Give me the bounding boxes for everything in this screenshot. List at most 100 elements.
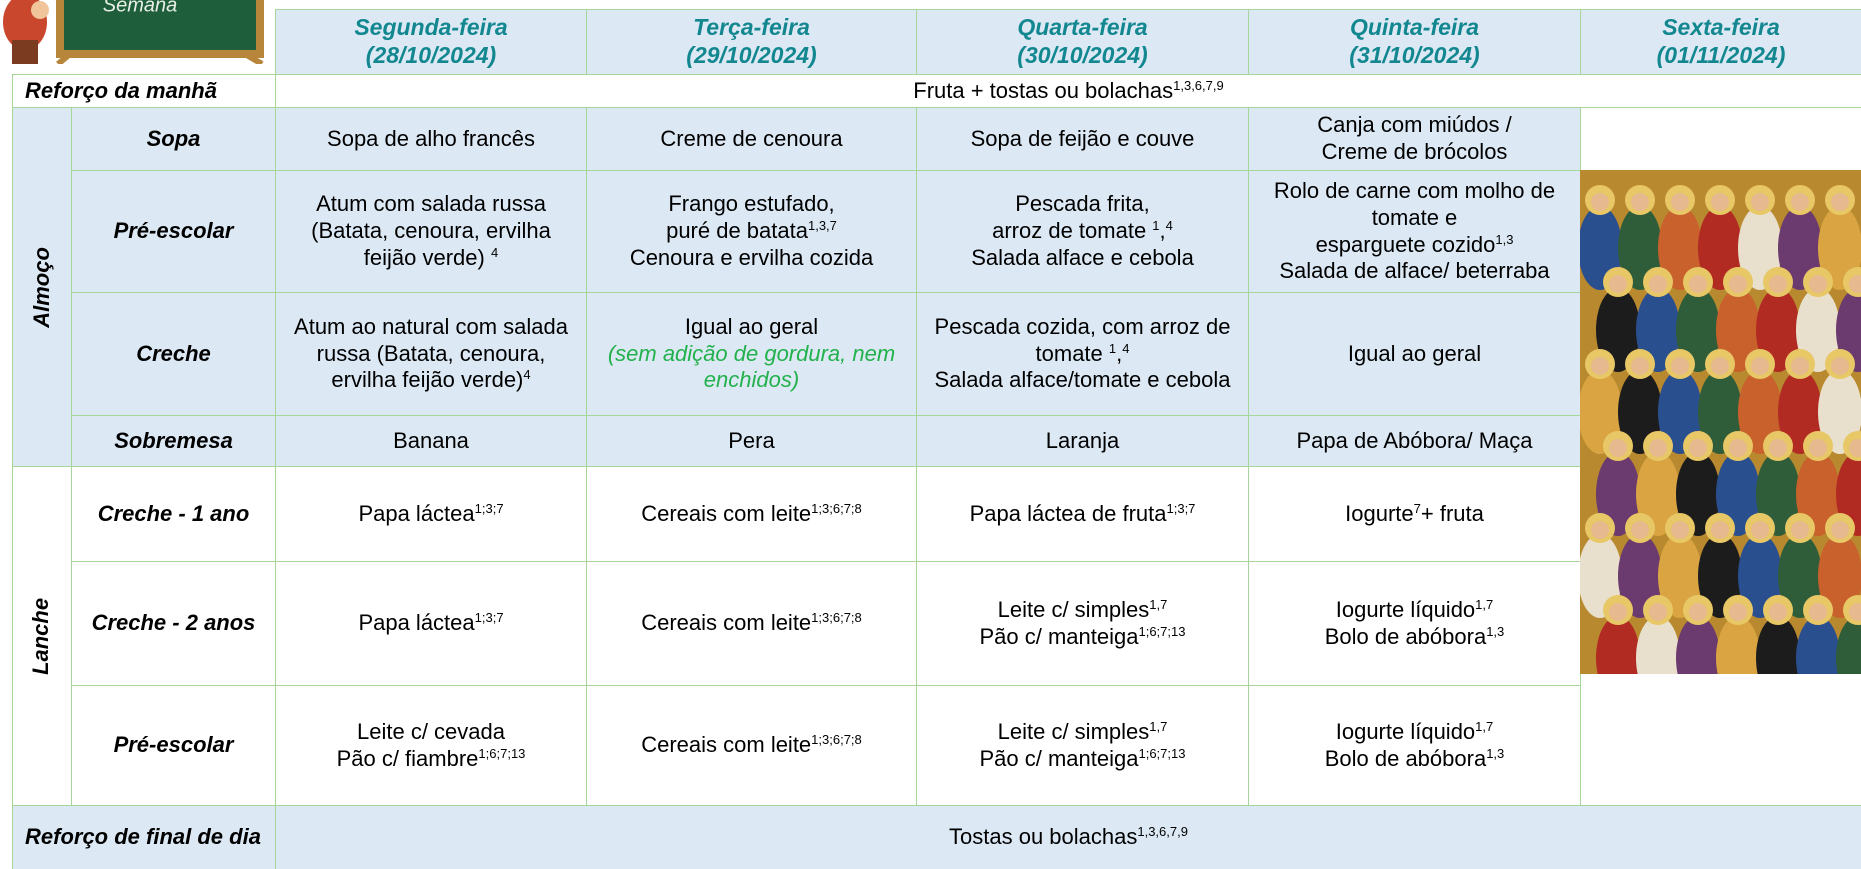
text-line: Pescada cozida, com arroz de (935, 314, 1231, 341)
text: Leite c/ cevada (357, 718, 505, 744)
text: tomate e (1371, 204, 1458, 230)
text: 4 (1165, 218, 1173, 234)
text: Salada alface e cebola (971, 244, 1194, 270)
text: Atum ao natural com salada (294, 313, 568, 339)
row-label: Pré-escolar (71, 685, 276, 806)
text: Fruta + tostas ou bolachas (913, 77, 1174, 103)
text-line: Cereais com leite1;3;6;7;8 (641, 501, 862, 528)
text-line: Pão c/ manteiga1;6;7;13 (980, 624, 1186, 651)
menu-cell: Leite c/ cevada Pão c/ fiambre1;6;7;13 (275, 685, 587, 806)
painting (1580, 170, 1861, 674)
text-line: Sopa de alho francês (327, 126, 535, 153)
text: Igual ao geral (684, 313, 819, 339)
menu-cell: Cereais com leite1;3;6;7;8 (586, 685, 917, 806)
text-line: Leite c/ simples1,7 (998, 597, 1168, 624)
text-line: Salada alface e cebola (971, 245, 1194, 272)
text-line: Salada alface/tomate e cebola (935, 367, 1231, 394)
logo: Semana (3, 0, 264, 64)
menu-cell: Iogurte7+ fruta (1248, 466, 1581, 562)
text-line: Laranja (1046, 428, 1119, 455)
text: 1,7 (1475, 596, 1494, 612)
text-line: Atum ao natural com salada (294, 314, 568, 341)
text-line: Pescada frita, (1015, 191, 1150, 218)
day-header: Quarta-feira (30/10/2024) (916, 9, 1249, 75)
menu-cell: Laranja (916, 415, 1249, 467)
menu-cell: Papa láctea1;3;7 (275, 561, 587, 686)
text: 1,7 (1149, 718, 1168, 734)
text: enchidos) (703, 367, 800, 393)
text: Igual ao geral (1347, 340, 1482, 366)
text: 1;6;7;13 (1138, 623, 1186, 639)
text: Atum com salada russa (316, 191, 546, 217)
menu-cell: Frango estufado, puré de batata1,3,7 Cenou… (586, 170, 917, 293)
text: Cereais com leite (641, 732, 812, 758)
text: (Batata, cenoura, ervilha (311, 218, 551, 244)
text: Lanche (28, 597, 54, 675)
text: Salada de alface/ beterraba (1279, 258, 1550, 284)
text: , (1116, 340, 1123, 366)
text: 7 (1413, 500, 1421, 516)
text-line: Papa láctea de fruta1;3;7 (970, 501, 1196, 528)
text-line: Iogurte líquido1,7 (1336, 597, 1494, 624)
text: Creme de cenoura (660, 125, 843, 151)
text: Pré-escolar (113, 732, 234, 758)
text-line: (Batata, cenoura, ervilha (311, 218, 551, 245)
text: Sexta-feira (1662, 14, 1780, 41)
text: 1;6;7;13 (478, 745, 526, 761)
text-line: Cenoura e ervilha cozida (630, 245, 873, 272)
text-line: Papa láctea1;3;7 (358, 501, 503, 528)
text-line: feijão verde) 4 (364, 245, 498, 272)
text: Iogurte líquido (1335, 596, 1476, 622)
text: feijão verde) (363, 244, 491, 270)
text: (sem adição de gordura, nem (607, 340, 896, 366)
text-line: Pão c/ fiambre1;6;7;13 (337, 746, 526, 773)
text: 1;3;6;7;8 (811, 500, 862, 516)
text: 1,3,6,7,9 (1173, 77, 1224, 93)
text: russa (Batata, cenoura, (316, 340, 546, 366)
row-label: Creche (71, 292, 276, 416)
text: 1 (1108, 340, 1117, 356)
text: Creche (136, 340, 211, 366)
text: Reforço da manhã (25, 77, 217, 103)
group-label: Lanche (12, 466, 72, 806)
row-label: Pré-escolar (71, 170, 276, 293)
text: Pescada cozida, com arroz de (934, 313, 1231, 339)
menu-cell: Cereais com leite1;3;6;7;8 (586, 466, 917, 562)
menu-cell: Leite c/ simples1,7 Pão c/ manteiga1;6;7;… (916, 685, 1249, 806)
menu-cell: Sopa de feijão e couve (916, 107, 1249, 171)
menu-cell: Atum ao natural com salada russa (Batata,… (275, 292, 587, 416)
text: Laranja (1045, 427, 1120, 453)
text: 1;3;6;7;8 (811, 610, 862, 626)
text-line: Cereais com leite1;3;6;7;8 (641, 732, 862, 759)
day-header: Quinta-feira (31/10/2024) (1248, 9, 1581, 75)
text: Pré-escolar (113, 218, 234, 244)
menu-cell: Creme de cenoura (586, 107, 917, 171)
menu-cell: Leite c/ simples1,7 Pão c/ manteiga1;6;7;… (916, 561, 1249, 686)
menu-cell: Atum com salada russa (Batata, cenoura, e… (275, 170, 587, 293)
text: 4 (490, 244, 499, 260)
menu-cell: Canja com miúdos / Creme de brócolos (1248, 107, 1581, 171)
text: (29/10/2024) (686, 42, 817, 68)
day-header: Segunda-feira (28/10/2024) (275, 9, 587, 75)
text: (01/11/2024) (1656, 42, 1786, 68)
text-line: Atum com salada russa (316, 191, 546, 218)
text: Cereais com leite (641, 500, 812, 526)
menu-cell: Papa de Abóbora/ Maça (1248, 415, 1581, 467)
text: + fruta (1420, 500, 1484, 526)
row-label: Creche - 2 anos (71, 561, 276, 686)
text: Creche - 1 ano (97, 500, 250, 526)
text-line: Iogurte7+ fruta (1345, 501, 1484, 528)
text: 1,3 (1486, 745, 1505, 761)
text: (30/10/2024) (1017, 42, 1148, 68)
text: 1;3;6;7;8 (811, 732, 862, 748)
text: 1;3;7 (474, 500, 504, 516)
text-line: enchidos) (704, 367, 799, 394)
row-label: Creche - 1 ano (71, 466, 276, 562)
group-label: Almoço (12, 107, 72, 467)
text: Iogurte (1345, 500, 1414, 526)
text: Leite c/ simples (997, 718, 1150, 744)
text: Papa láctea (358, 500, 475, 526)
text: Rolo de carne com molho de (1273, 177, 1556, 203)
text: Papa láctea (358, 610, 475, 636)
text: Reforço de final de dia (25, 824, 261, 850)
